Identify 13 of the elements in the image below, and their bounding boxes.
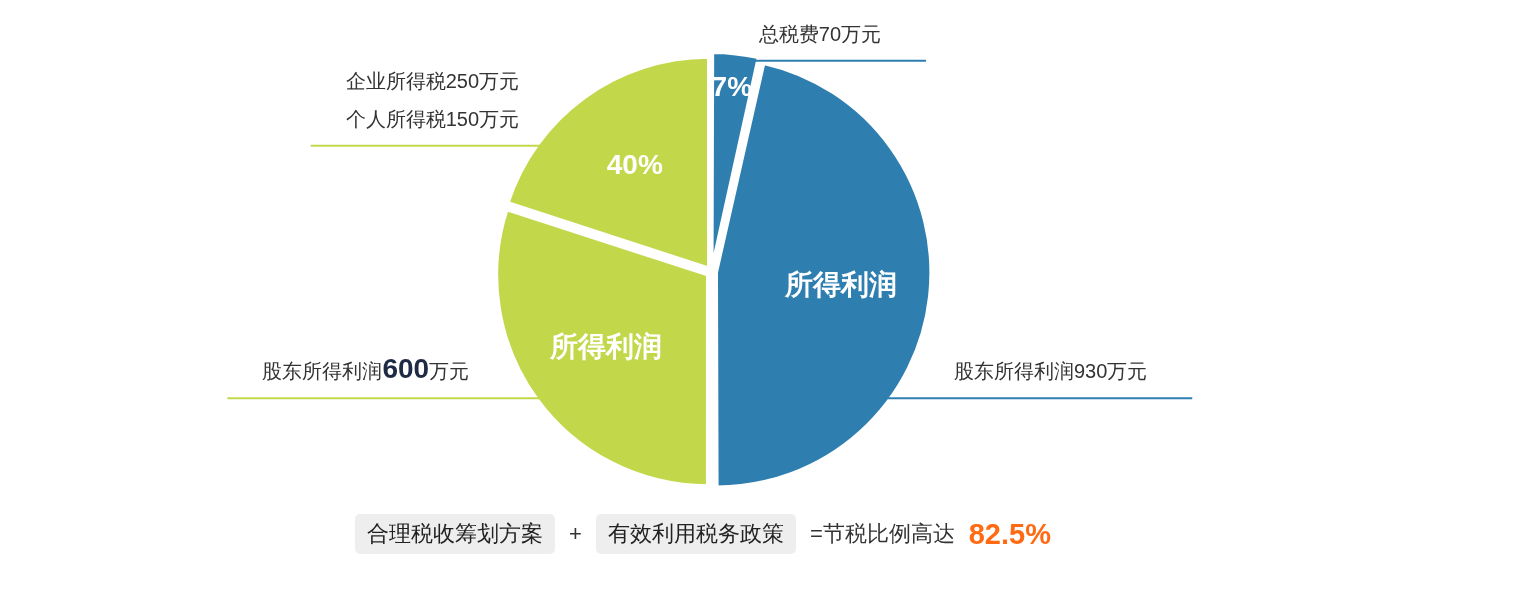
data-label: 40% bbox=[606, 149, 663, 181]
data-label: 所得利润 bbox=[548, 331, 662, 363]
data-label: 所得利润 bbox=[784, 269, 898, 301]
text: 合理税收筹划方案 bbox=[355, 514, 556, 554]
text: 82.5% bbox=[968, 518, 1051, 550]
slice-label: 股东所得利润930万元 bbox=[953, 360, 1148, 383]
text: 有效利用税务政策 bbox=[595, 514, 796, 554]
text: + bbox=[569, 520, 582, 548]
text: =节税比例高达 bbox=[809, 520, 955, 548]
slice-label: 股东所得利润600万元 bbox=[262, 353, 470, 385]
data-label: 7% bbox=[711, 70, 753, 102]
slice-label: 总税费70万元 bbox=[757, 22, 882, 45]
slice-label: 企业所得税250万元个人所得税150万元 bbox=[345, 69, 520, 130]
